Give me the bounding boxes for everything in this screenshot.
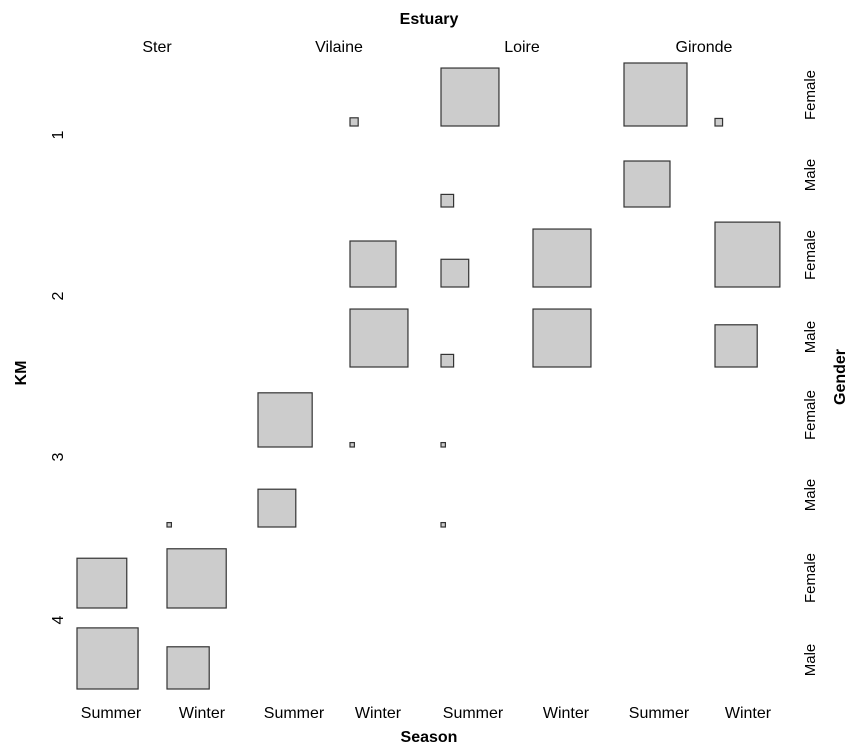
- mosaic-cell: [440, 353, 455, 368]
- gender-labels: Female Male Female Male Female Male Female Male: [802, 70, 819, 676]
- mosaic-cell: [349, 240, 397, 288]
- mosaic-cell: [349, 308, 409, 368]
- mosaic-cell: [349, 441, 356, 448]
- season-tick-label: Summer: [81, 705, 142, 722]
- season-tick-label: Winter: [543, 705, 590, 722]
- mosaic-cell: [166, 521, 173, 528]
- km-tick-label: 1: [50, 130, 67, 139]
- mosaic-cell: [714, 324, 758, 368]
- y-axis-label: KM: [13, 361, 30, 386]
- mosaic-cell: [623, 62, 688, 127]
- mosaic-cell: [349, 117, 359, 127]
- gender-tick-label: Female: [802, 390, 819, 440]
- km-labels: 1 2 3 4: [50, 130, 67, 624]
- estuary-label-gironde: Gironde: [676, 39, 733, 56]
- season-tick-label: Summer: [629, 705, 690, 722]
- mosaic-cell: [440, 441, 447, 448]
- km-tick-label: 2: [50, 291, 67, 300]
- mosaic-cell: [166, 548, 227, 609]
- mosaic-cell: [714, 117, 724, 127]
- mosaic-cell: [440, 521, 447, 528]
- gender-tick-label: Female: [802, 553, 819, 603]
- mosaic-cells: [76, 62, 781, 690]
- season-labels: Summer Winter Summer Winter Summer Winter Summ…: [81, 705, 772, 722]
- season-tick-label: Summer: [443, 705, 504, 722]
- mosaic-cell: [532, 228, 592, 288]
- estuary-label-loire: Loire: [504, 39, 540, 56]
- mosaic-cell: [532, 308, 592, 368]
- gender-tick-label: Male: [802, 644, 819, 677]
- x-axis-label: Season: [401, 729, 458, 746]
- mosaic-cell: [440, 193, 455, 208]
- season-tick-label: Winter: [725, 705, 772, 722]
- mosaic-cell: [440, 258, 470, 288]
- season-tick-label: Summer: [264, 705, 325, 722]
- km-tick-label: 4: [50, 615, 67, 624]
- mosaic-cell: [166, 646, 210, 690]
- gender-tick-label: Male: [802, 479, 819, 512]
- gender-tick-label: Male: [802, 321, 819, 354]
- mosaic-cell: [257, 392, 313, 448]
- estuary-labels: Ster Vilaine Loire Gironde: [142, 39, 732, 56]
- right-axis-label: Gender: [832, 349, 849, 405]
- gender-tick-label: Female: [802, 70, 819, 120]
- gender-tick-label: Male: [802, 159, 819, 192]
- mosaic-cell: [76, 627, 139, 690]
- season-tick-label: Winter: [355, 705, 402, 722]
- estuary-label-ster: Ster: [142, 39, 172, 56]
- estuary-label-vilaine: Vilaine: [315, 39, 363, 56]
- chart-title: Estuary: [400, 11, 459, 28]
- gender-tick-label: Female: [802, 230, 819, 280]
- km-tick-label: 3: [50, 452, 67, 461]
- mosaic-cell: [76, 557, 128, 609]
- mosaic-cell: [714, 221, 781, 288]
- mosaic-cell: [440, 67, 500, 127]
- mosaic-cell: [623, 160, 671, 208]
- season-tick-label: Winter: [179, 705, 226, 722]
- mosaic-cell: [257, 488, 297, 528]
